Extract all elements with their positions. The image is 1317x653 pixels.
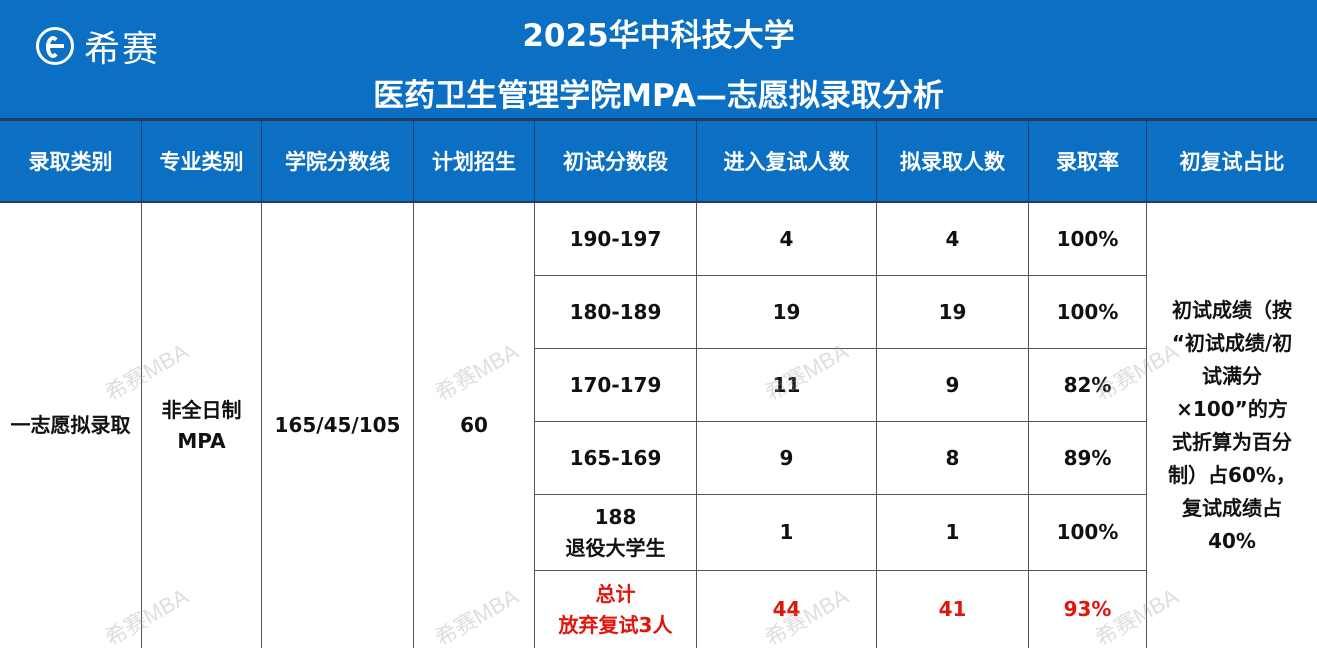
- table-row-3-admitted: 8: [877, 422, 1029, 495]
- table-row-1-rate: 100%: [1029, 276, 1147, 349]
- title-banner: 希赛 2025华中科技大学 医药卫生管理学院MPA—志愿拟录取分析: [0, 0, 1317, 121]
- column-header-plan: 计划招生: [414, 121, 535, 201]
- table-row-2-rate: 82%: [1029, 349, 1147, 422]
- table-row-4-admitted: 1: [877, 495, 1029, 571]
- total-row-label: 总计 放弃复试3人: [535, 571, 697, 648]
- table-row-2-range: 170-179: [535, 349, 697, 422]
- total-row-rate: 93%: [1029, 571, 1147, 648]
- column-header-category: 录取类别: [0, 121, 142, 201]
- title-line-2: 医药卫生管理学院MPA—志愿拟录取分析: [373, 78, 944, 114]
- table-row-2-retest: 11: [697, 349, 877, 422]
- table-row-0-retest: 4: [697, 203, 877, 276]
- column-header-retest-count: 进入复试人数: [697, 121, 877, 201]
- table-row-3-rate: 89%: [1029, 422, 1147, 495]
- table-header-row: 录取类别 专业类别 学院分数线 计划招生 初试分数段 进入复试人数 拟录取人数 …: [0, 121, 1317, 201]
- title-line-1: 2025华中科技大学: [522, 18, 795, 54]
- xisai-logo-icon: [36, 27, 74, 65]
- table-row-1-range: 180-189: [535, 276, 697, 349]
- column-header-cutoff: 学院分数线: [262, 121, 414, 201]
- column-header-admission-rate: 录取率: [1029, 121, 1147, 201]
- column-header-score-ratio: 初复试占比: [1179, 150, 1285, 174]
- cell-enrollment-plan: 60: [414, 203, 535, 648]
- table-row-4-retest: 1: [697, 495, 877, 571]
- table-row-1-retest: 19: [697, 276, 877, 349]
- cell-admission-category: 一志愿拟录取: [0, 203, 142, 648]
- table-row-0-admitted: 4: [877, 203, 1029, 276]
- table-row-1-admitted: 19: [877, 276, 1029, 349]
- brand-name: 希赛: [84, 29, 161, 70]
- table-row-0-rate: 100%: [1029, 203, 1147, 276]
- table-row-3-retest: 9: [697, 422, 877, 495]
- brand-logo: 希赛: [36, 20, 160, 72]
- cell-college-cutoff: 165/45/105: [262, 203, 414, 648]
- table-row-2-admitted: 9: [877, 349, 1029, 422]
- cell-major-type: 非全日制 MPA: [142, 203, 262, 648]
- column-header-admitted-count: 拟录取人数: [877, 121, 1029, 201]
- table-row-4-rate: 100%: [1029, 495, 1147, 571]
- total-row-retest: 44: [697, 571, 877, 648]
- table-body: 一志愿拟录取 非全日制 MPA 165/45/105 60 190-197 4 …: [0, 201, 1317, 648]
- total-row-admitted: 41: [877, 571, 1029, 648]
- column-header-major: 专业类别: [142, 121, 262, 201]
- table-row-0-range: 190-197: [535, 203, 697, 276]
- column-header-score-range: 初试分数段: [535, 121, 697, 201]
- table-row-3-range: 165-169: [535, 422, 697, 495]
- cell-score-ratio-note: 初试成绩（按 “初试成绩/初 试满分 ×100”的方 式折算为百分 制）占60%…: [1168, 297, 1296, 553]
- table-row-4-range: 188 退役大学生: [535, 495, 697, 571]
